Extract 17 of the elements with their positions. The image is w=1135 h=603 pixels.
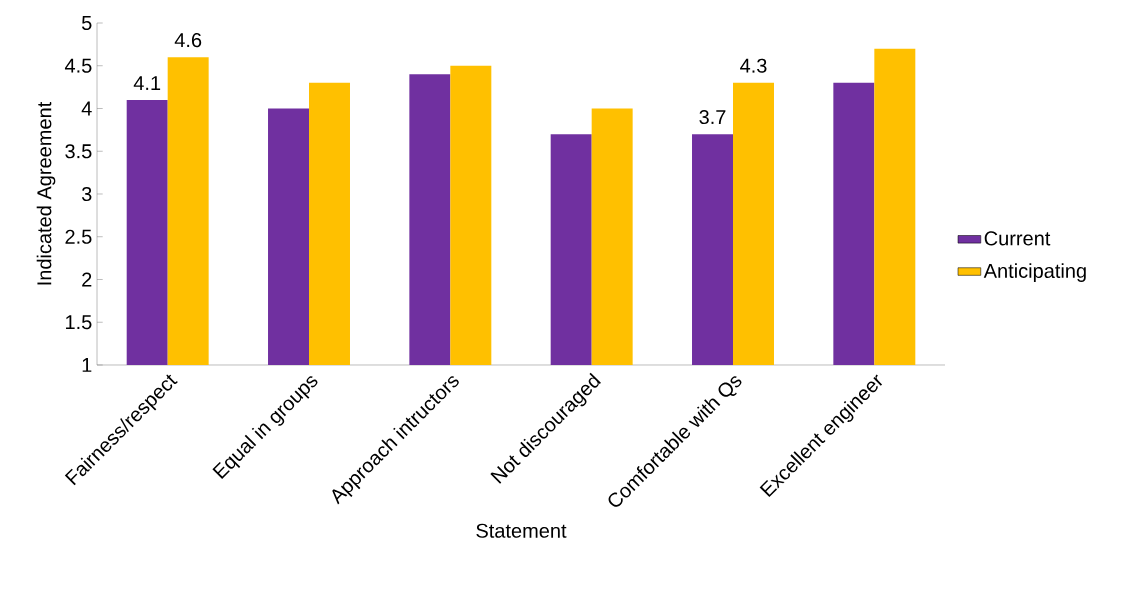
y-tick-label: 2.5	[65, 229, 92, 244]
y-tick-label: 2	[82, 272, 92, 287]
legend-label: Anticipating	[983, 263, 1086, 282]
y-tick-label: 4.5	[64, 58, 92, 73]
y-tick-label: 4	[81, 101, 92, 116]
data-label: 4.3	[740, 58, 767, 73]
y-tick-label: 1	[82, 358, 92, 372]
data-label: 4.6	[174, 32, 202, 48]
y-axis-title: Indicated Agreement	[36, 101, 56, 285]
x-axis-title: Statement	[476, 523, 567, 538]
data-label: 3.7	[699, 109, 726, 125]
y-tick-label: 3	[81, 186, 92, 202]
legend-label: Current	[984, 231, 1051, 246]
data-label: 4.1	[133, 76, 161, 90]
y-tick-label: 5	[81, 16, 92, 30]
y-tick-label: 3.5	[65, 144, 92, 159]
y-tick-label: 1.5	[66, 315, 92, 330]
